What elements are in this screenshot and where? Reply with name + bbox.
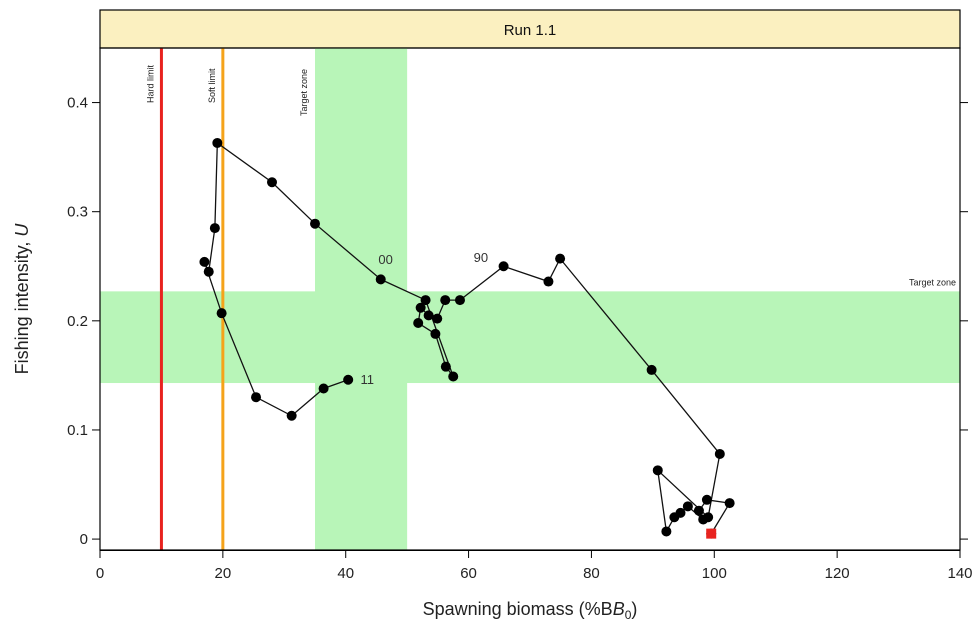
- x-tick-label-4: 80: [583, 565, 600, 582]
- data-point-22: [430, 328, 441, 339]
- data-point-31: [203, 266, 214, 277]
- data-point-5: [682, 501, 693, 512]
- data-series: [199, 137, 735, 539]
- data-point-13: [555, 253, 566, 264]
- strip-background: [99, 9, 961, 49]
- annotation-2: 11: [360, 372, 374, 387]
- data-point-26: [375, 274, 386, 285]
- target-zone-vertical: [315, 48, 408, 550]
- data-point-37: [343, 374, 354, 385]
- data-point-11: [714, 448, 725, 459]
- x-axis: 0 20 40 60 80 100 120 140: [96, 550, 973, 582]
- data-point-23: [440, 361, 451, 372]
- x-tick-label-7: 140: [947, 565, 972, 582]
- annotations: 00 90 11: [360, 250, 488, 387]
- data-point-24: [448, 371, 459, 382]
- data-point-2: [701, 494, 712, 505]
- data-point-30: [209, 223, 220, 234]
- start-marker: [706, 528, 717, 539]
- data-point-7: [669, 512, 680, 523]
- target-zones: Target zone Target zone: [100, 48, 960, 550]
- annotation-0: 00: [378, 252, 392, 267]
- y-tick-label-2: 0.2: [67, 313, 88, 330]
- data-point-32: [199, 256, 210, 267]
- x-tick-label-0: 0: [96, 565, 104, 582]
- data-point-18: [432, 313, 443, 324]
- data-point-28: [267, 177, 277, 188]
- x-tick-label-2: 40: [337, 565, 354, 582]
- data-point-9: [652, 465, 663, 476]
- data-point-15: [498, 261, 509, 272]
- data-point-33: [216, 308, 227, 319]
- data-point-34: [251, 392, 262, 403]
- y-axis-right: [960, 102, 968, 540]
- x-tick-label-5: 100: [702, 565, 727, 582]
- data-point-16: [454, 295, 465, 306]
- annotation-1: 90: [474, 250, 488, 265]
- y-tick-label-0: 0: [80, 531, 88, 548]
- y-axis-label: Fishing intensity, U: [12, 223, 32, 375]
- y-tick-label-3: 0.3: [67, 204, 88, 221]
- reference-line-label-0: Hard limit: [145, 64, 155, 103]
- data-point-20: [415, 302, 426, 313]
- data-point-36: [318, 383, 329, 394]
- strip-header: Run 1.1: [99, 9, 961, 49]
- data-point-12: [646, 364, 657, 375]
- data-point-3: [693, 505, 704, 516]
- data-point-35: [286, 410, 297, 421]
- target-zone-horizontal-label: Target zone: [909, 277, 956, 287]
- data-point-8: [661, 526, 672, 537]
- data-point-19: [423, 310, 434, 321]
- data-point-25: [420, 295, 431, 306]
- x-tick-label-6: 120: [825, 565, 850, 582]
- data-point-14: [543, 276, 554, 287]
- chart-title: Run 1.1: [504, 22, 557, 39]
- x-tick-label-3: 60: [460, 565, 477, 582]
- data-point-29: [212, 137, 223, 148]
- target-zone-vertical-label: Target zone: [299, 69, 309, 116]
- data-point-10: [703, 512, 714, 523]
- y-axis: 0 0.1 0.2 0.3 0.4: [67, 95, 100, 548]
- y-tick-label-4: 0.4: [67, 95, 88, 112]
- x-tick-label-1: 20: [215, 565, 232, 582]
- x-axis-label-b: B: [613, 599, 625, 619]
- x-axis-label: Spawning biomass (%BB0): [423, 599, 638, 622]
- target-zone-horizontal: [100, 291, 960, 384]
- reference-lines: Hard limit Soft limit: [145, 48, 225, 550]
- data-point-17: [440, 295, 451, 306]
- reference-line-label-1: Soft limit: [207, 68, 217, 103]
- data-point-21: [413, 318, 424, 329]
- y-tick-label-1: 0.1: [67, 422, 88, 439]
- data-point-1: [724, 498, 735, 509]
- data-point-27: [310, 218, 320, 229]
